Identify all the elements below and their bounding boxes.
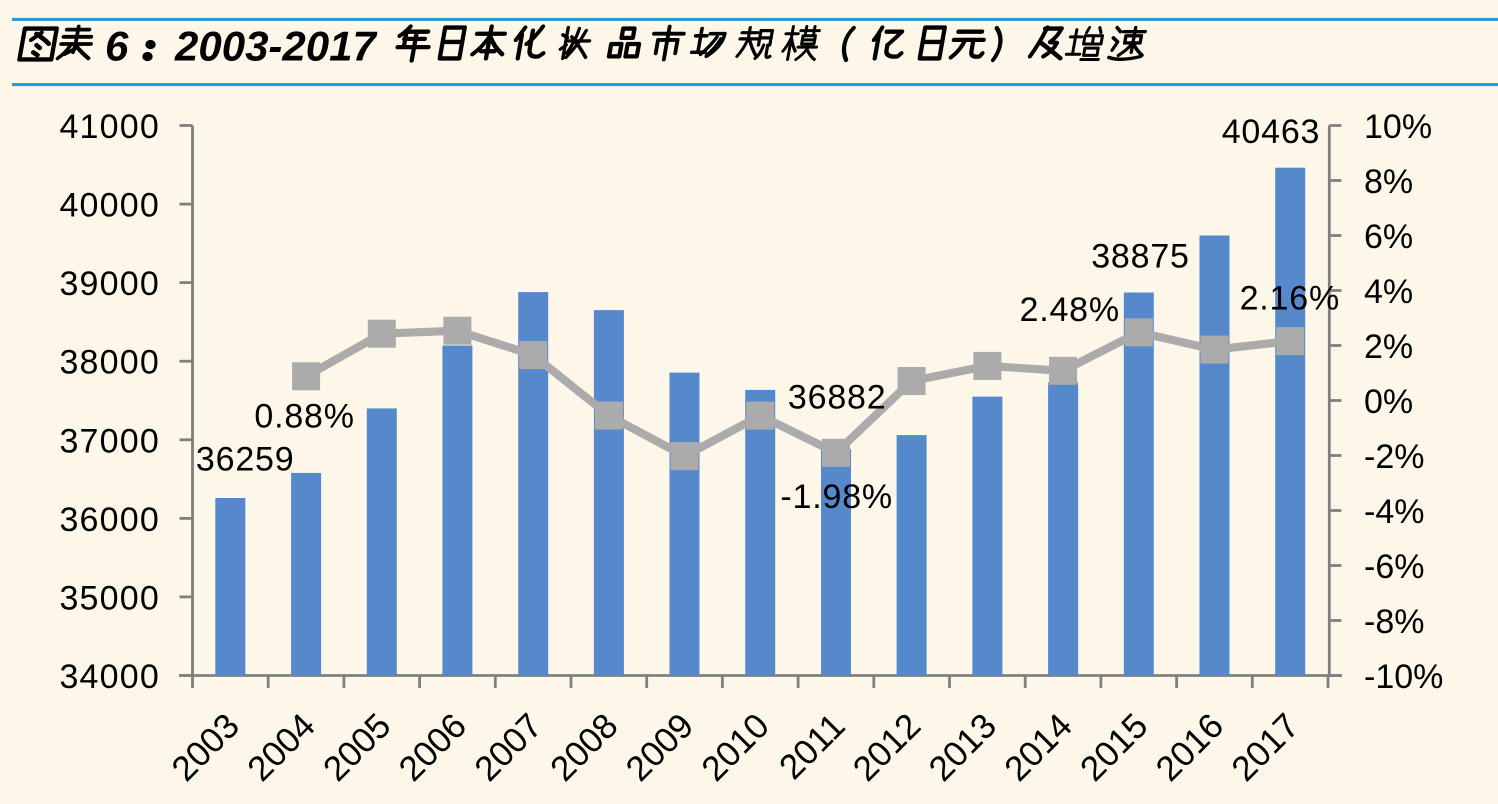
svg-text:36259: 36259 xyxy=(196,440,295,478)
svg-text:38000: 38000 xyxy=(59,344,160,382)
svg-text:39000: 39000 xyxy=(59,265,160,303)
svg-text:37000: 37000 xyxy=(59,422,160,460)
svg-text:8%: 8% xyxy=(1364,163,1413,201)
svg-text:38875: 38875 xyxy=(1091,238,1190,276)
svg-text:-1.98%: -1.98% xyxy=(780,478,893,516)
svg-text:2.16%: 2.16% xyxy=(1240,280,1340,318)
svg-text:36882: 36882 xyxy=(788,379,887,417)
svg-text:40463: 40463 xyxy=(1222,113,1321,151)
svg-text:2%: 2% xyxy=(1364,328,1413,366)
svg-text:35000: 35000 xyxy=(59,579,160,617)
svg-text:0.88%: 0.88% xyxy=(254,398,354,436)
svg-text:2.48%: 2.48% xyxy=(1019,291,1119,329)
svg-text:-6%: -6% xyxy=(1364,548,1424,586)
svg-text:40000: 40000 xyxy=(59,187,160,225)
svg-text:36000: 36000 xyxy=(59,501,160,539)
svg-text:-2%: -2% xyxy=(1364,438,1424,476)
svg-text:-4%: -4% xyxy=(1364,493,1424,531)
svg-text:41000: 41000 xyxy=(59,108,160,146)
svg-text:34000: 34000 xyxy=(59,658,160,696)
svg-text:6: 6 xyxy=(105,23,129,70)
svg-text:0%: 0% xyxy=(1364,383,1413,421)
svg-text:6%: 6% xyxy=(1364,218,1413,256)
svg-text:-10%: -10% xyxy=(1364,658,1443,696)
svg-text:-8%: -8% xyxy=(1364,603,1424,641)
svg-text:2003-2017: 2003-2017 xyxy=(174,23,377,70)
svg-text:10%: 10% xyxy=(1364,108,1432,146)
svg-text:4%: 4% xyxy=(1364,273,1413,311)
